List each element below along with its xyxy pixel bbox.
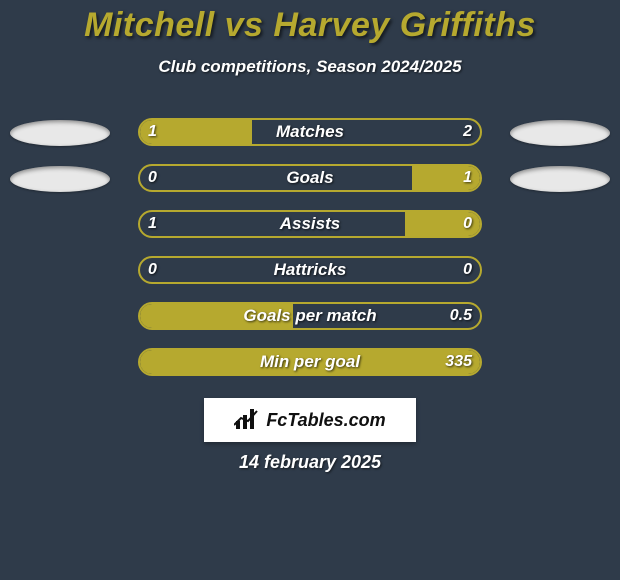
stat-value-left: 0 [148, 258, 157, 282]
player-left-oval [10, 120, 110, 146]
stat-value-left: 1 [148, 212, 157, 236]
stat-row: Hattricks0 0 [0, 256, 620, 286]
stat-row: Min per goal335 [0, 348, 620, 378]
stat-bar-fill-left [140, 120, 252, 144]
stat-bar: Goals01 [138, 164, 482, 192]
player-right-oval [510, 120, 610, 146]
stat-value-right: 0.5 [450, 304, 472, 328]
logo-text: FcTables.com [266, 410, 385, 431]
stat-label: Hattricks [140, 258, 480, 282]
page-title: Mitchell vs Harvey Griffiths [0, 0, 620, 45]
stat-bar: Matches12 [138, 118, 482, 146]
stat-bar-fill-right [405, 212, 480, 236]
stat-row: Assists10 [0, 210, 620, 240]
comparison-infographic: Mitchell vs Harvey Griffiths Club compet… [0, 0, 620, 580]
stat-value-right: 2 [463, 120, 472, 144]
bar-logo-icon [234, 409, 260, 431]
comparison-chart: Matches12Goals01Assists10Hattricks00Goal… [0, 118, 620, 394]
stat-bar-fill-left [140, 350, 480, 374]
stat-bar: Assists10 [138, 210, 482, 238]
stat-value-right: 0 [463, 258, 472, 282]
stat-row: Matches12 [0, 118, 620, 148]
source-logo: FcTables.com [204, 398, 416, 442]
stat-bar-fill-right [412, 166, 480, 190]
player-right-oval [510, 166, 610, 192]
stat-bar: Hattricks0 0 [138, 256, 482, 284]
stat-bar-fill-left [140, 304, 293, 328]
stat-bar: Goals per match0.5 [138, 302, 482, 330]
stat-value-left: 0 [148, 166, 157, 190]
page-subtitle: Club competitions, Season 2024/2025 [0, 57, 620, 77]
stat-bar: Min per goal335 [138, 348, 482, 376]
player-left-oval [10, 166, 110, 192]
generated-date: 14 february 2025 [0, 452, 620, 473]
stat-row: Goals per match0.5 [0, 302, 620, 332]
stat-row: Goals01 [0, 164, 620, 194]
